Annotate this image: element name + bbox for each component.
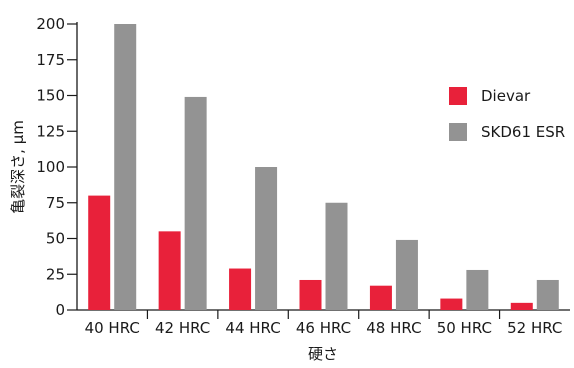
bar-dievar-52-hrc bbox=[510, 302, 533, 310]
bar-skd61-esr-52-hrc bbox=[536, 279, 559, 310]
bar-dievar-40-hrc bbox=[88, 195, 111, 310]
y-tick-label: 125 bbox=[36, 122, 65, 140]
bar-skd61-esr-46-hrc bbox=[325, 202, 348, 310]
x-tick-label: 46 HRC bbox=[296, 319, 351, 337]
x-tick-label: 44 HRC bbox=[225, 319, 280, 337]
x-tick-label: 48 HRC bbox=[366, 319, 421, 337]
bar-dievar-48-hrc bbox=[369, 285, 392, 310]
bar-dievar-46-hrc bbox=[299, 279, 322, 310]
legend-label: Dievar bbox=[481, 87, 531, 105]
y-tick-label: 150 bbox=[36, 87, 65, 105]
x-tick-label: 40 HRC bbox=[85, 319, 140, 337]
bars bbox=[88, 24, 559, 311]
x-axis-title: 硬さ bbox=[308, 345, 338, 363]
x-tick-label: 42 HRC bbox=[155, 319, 210, 337]
y-tick-label: 200 bbox=[36, 15, 65, 33]
bar-dievar-50-hrc bbox=[440, 298, 463, 310]
bar-skd61-esr-44-hrc bbox=[255, 167, 278, 310]
axes: 0 25 50 75 100 125 150 175 200 40 HRC 42 HRC 44 HRC… bbox=[36, 15, 570, 337]
x-tick-label: 52 HRC bbox=[507, 319, 562, 337]
bar-dievar-44-hrc bbox=[229, 268, 252, 310]
bar-skd61-esr-50-hrc bbox=[466, 269, 489, 310]
y-tick-label: 0 bbox=[55, 301, 65, 319]
y-axis-title: 亀裂深さ, µm bbox=[9, 120, 27, 214]
legend-label: SKD61 ESR bbox=[481, 123, 565, 141]
bar-skd61-esr-48-hrc bbox=[395, 239, 418, 310]
legend-swatch bbox=[449, 123, 467, 141]
x-tick-label: 50 HRC bbox=[437, 319, 492, 337]
legend-swatch bbox=[449, 87, 467, 105]
y-tick-label: 175 bbox=[36, 51, 65, 69]
bar-dievar-42-hrc bbox=[158, 231, 181, 310]
y-tick-label: 50 bbox=[46, 230, 65, 248]
legend: Dievar SKD61 ESR bbox=[449, 87, 565, 141]
bar-skd61-esr-42-hrc bbox=[184, 96, 207, 311]
bar-skd61-esr-40-hrc bbox=[114, 24, 137, 310]
y-tick-label: 100 bbox=[36, 158, 65, 176]
y-tick-label: 25 bbox=[46, 265, 65, 283]
y-tick-label: 75 bbox=[46, 194, 65, 212]
